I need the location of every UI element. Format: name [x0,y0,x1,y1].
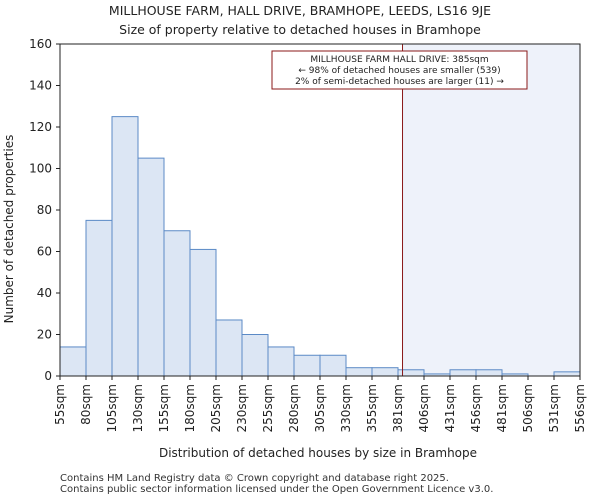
footer-line2: Contains public sector information licen… [60,484,494,495]
y-tick-label-60: 60 [37,245,52,259]
x-tick-label-406sqm: 406sqm [417,384,431,432]
annotation-box [271,50,528,90]
x-tick-label-481sqm: 481sqm [495,384,509,432]
y-tick-label-140: 140 [29,79,52,93]
annotation-line3: 2% of semi-detached houses are larger (1… [295,77,504,87]
y-axis-label: Number of detached properties [2,135,16,324]
x-tick-label-130sqm: 130sqm [131,384,145,432]
x-tick-label-80sqm: 80sqm [79,384,93,425]
x-tick-label-230sqm: 230sqm [235,384,249,432]
x-tick-label-205sqm: 205sqm [209,384,223,432]
bar-255sqm [267,346,295,377]
bar-330sqm [345,367,373,377]
chart-title-line2: Size of property relative to detached ho… [119,22,481,37]
bar-205sqm [215,319,243,377]
y-tick-label-40: 40 [37,286,52,300]
annotation-line1: MILLHOUSE FARM HALL DRIVE: 385sqm [310,55,488,65]
x-tick-label-55sqm: 55sqm [53,384,67,425]
bar-381sqm [397,369,425,377]
y-tick-label-160: 160 [29,37,52,51]
x-tick-label-255sqm: 255sqm [261,384,275,432]
bar-456sqm [475,369,503,377]
bar-105sqm [111,116,139,377]
bar-130sqm [137,157,165,377]
bar-355sqm [371,367,399,377]
bar-80sqm [85,219,113,377]
annotation-line2: ← 98% of detached houses are smaller (53… [298,66,500,76]
footer: Contains HM Land Registry data © Crown c… [60,473,493,495]
highlight-region [402,44,580,376]
bar-230sqm [241,334,269,377]
chart-title: MILLHOUSE FARM, HALL DRIVE, BRAMHOPE, LE… [0,1,600,39]
y-tick-label-80: 80 [37,203,52,217]
x-tick-label-280sqm: 280sqm [287,384,301,432]
y-tick-label-120: 120 [29,120,52,134]
bar-305sqm [319,354,347,377]
footer-line1: Contains HM Land Registry data © Crown c… [60,473,449,484]
y-tick-label-0: 0 [44,369,52,383]
x-tick-label-305sqm: 305sqm [313,384,327,432]
x-tick-label-456sqm: 456sqm [469,384,483,432]
x-axis-label: Distribution of detached houses by size … [159,446,477,460]
x-tick-label-180sqm: 180sqm [183,384,197,432]
y-tick-label-20: 20 [37,328,52,342]
bar-55sqm [59,346,87,377]
bar-280sqm [293,354,321,377]
bar-431sqm [449,369,477,377]
x-tick-label-105sqm: 105sqm [105,384,119,432]
bar-531sqm [553,371,581,377]
y-tick-label-100: 100 [29,162,52,176]
bar-155sqm [163,230,191,377]
x-tick-label-155sqm: 155sqm [157,384,171,432]
x-tick-label-381sqm: 381sqm [391,384,405,432]
x-tick-label-531sqm: 531sqm [547,384,561,432]
x-tick-label-556sqm: 556sqm [573,384,587,432]
x-tick-label-506sqm: 506sqm [521,384,535,432]
x-tick-label-431sqm: 431sqm [443,384,457,432]
x-tick-label-330sqm: 330sqm [339,384,353,432]
chart-title-line1: MILLHOUSE FARM, HALL DRIVE, BRAMHOPE, LE… [108,3,492,18]
x-tick-label-355sqm: 355sqm [365,384,379,432]
bar-180sqm [189,248,217,377]
